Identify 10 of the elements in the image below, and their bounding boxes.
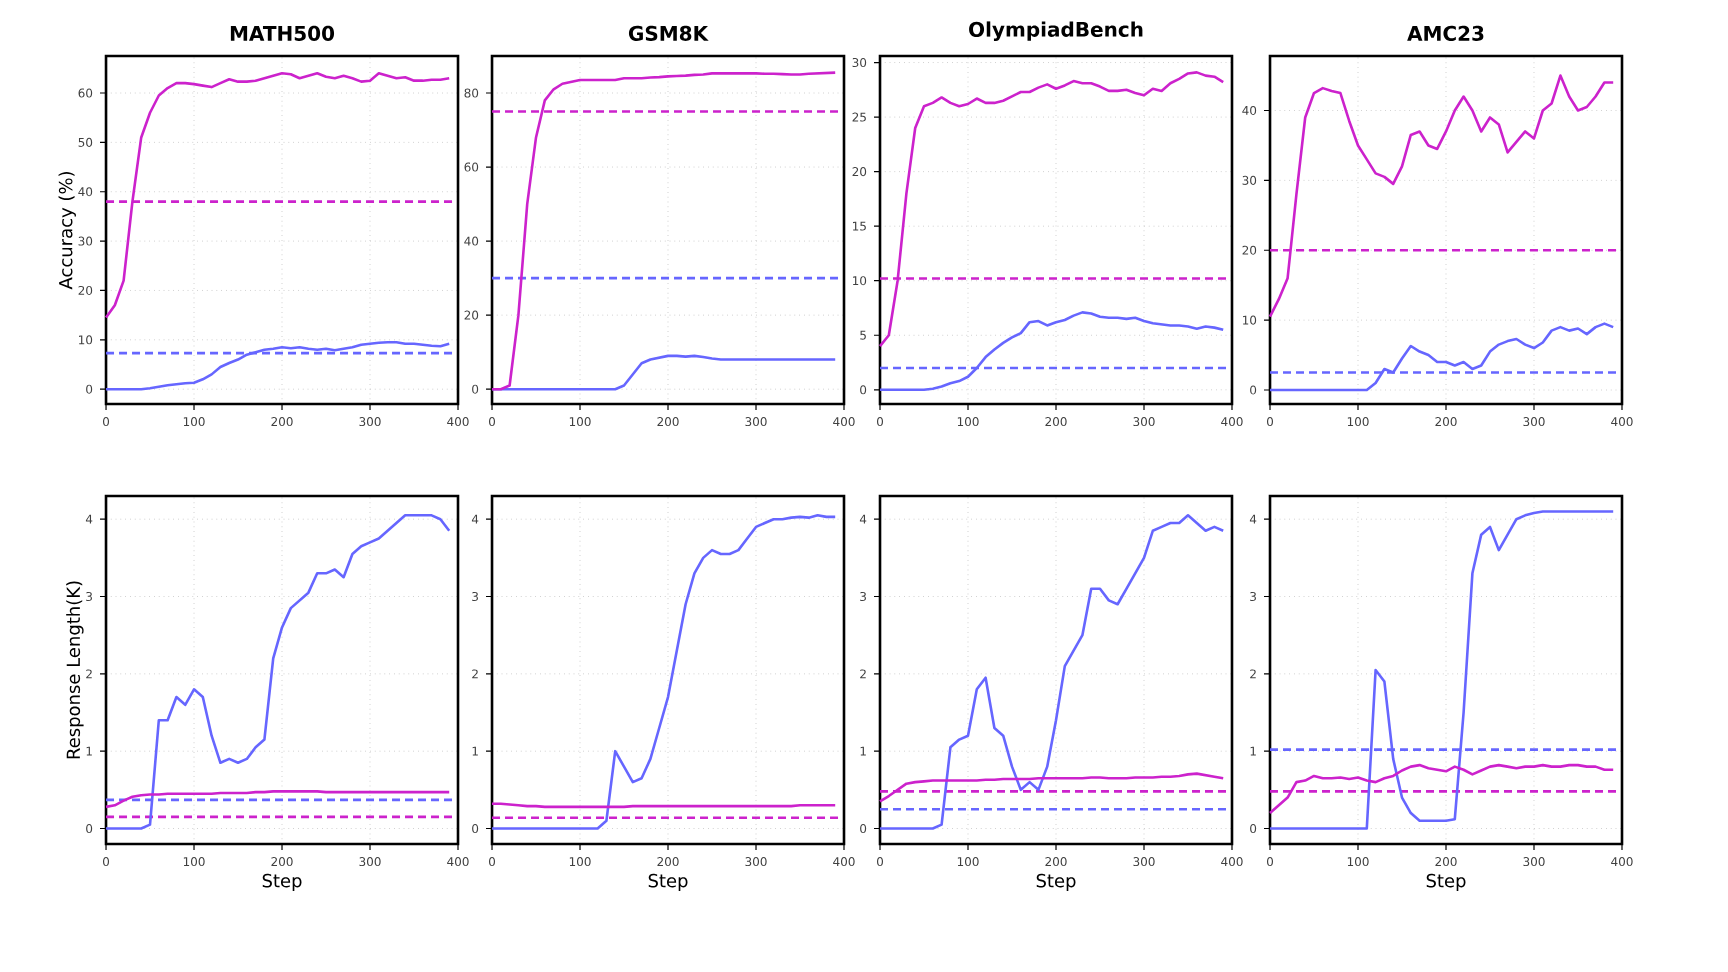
y-axis-title: Response Length(K) <box>66 581 84 759</box>
chart-title: OlympiadBench <box>969 21 1143 41</box>
x-axis-title: Step <box>648 873 688 891</box>
x-axis-title: Step <box>262 873 302 891</box>
x-axis-title: Step <box>1036 873 1076 891</box>
y-axis-title: Accuracy (%) <box>58 172 76 290</box>
x-axis-title: Step <box>1426 873 1466 891</box>
chart-title: GSM8K <box>628 25 709 41</box>
chart-title: MATH500 <box>230 25 335 41</box>
chart-title: AMC23 <box>1407 25 1484 41</box>
